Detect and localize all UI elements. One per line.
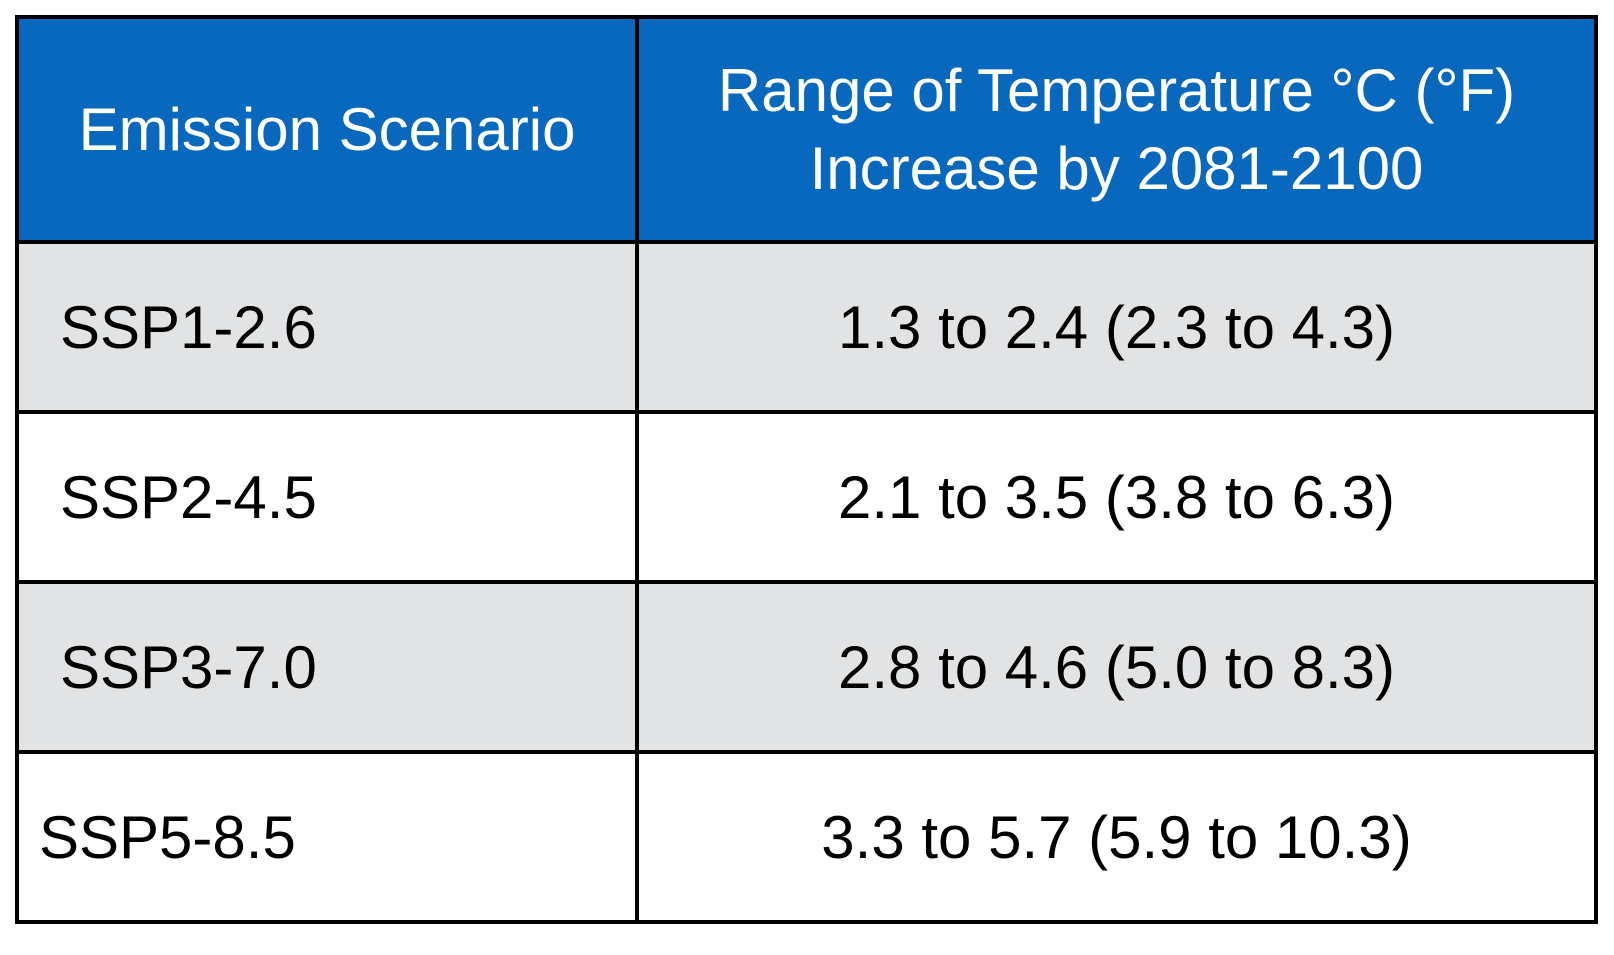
range-cell: 2.1 to 3.5 (3.8 to 6.3)	[635, 410, 1598, 584]
range-cell: 1.3 to 2.4 (2.3 to 4.3)	[635, 240, 1598, 414]
scenario-cell: SSP2-4.5	[15, 410, 639, 584]
scenario-cell: SSP3-7.0	[15, 580, 639, 754]
table-header-row: Emission Scenario Range of Temperature °…	[15, 15, 1598, 244]
table-row-ssp3: SSP3-7.0 2.8 to 4.6 (5.0 to 8.3)	[15, 580, 1598, 754]
emission-scenario-table: Emission Scenario Range of Temperature °…	[15, 15, 1598, 924]
header-label-range-line1: Range of Temperature °C (°F)	[717, 56, 1516, 124]
table-row-ssp1: SSP1-2.6 1.3 to 2.4 (2.3 to 4.3)	[15, 240, 1598, 414]
table-row-ssp2: SSP2-4.5 2.1 to 3.5 (3.8 to 6.3)	[15, 410, 1598, 584]
table-row-ssp5: SSP5-8.5 3.3 to 5.7 (5.9 to 10.3)	[15, 750, 1598, 924]
header-cell-temperature-range: Range of Temperature °C (°F) Increase by…	[635, 15, 1598, 244]
header-label-range-line2: Increase by 2081-2100	[809, 134, 1424, 202]
range-cell: 3.3 to 5.7 (5.9 to 10.3)	[635, 750, 1598, 924]
header-label-emission-scenario: Emission Scenario	[78, 95, 576, 163]
scenario-cell: SSP5-8.5	[15, 750, 639, 924]
scenario-cell: SSP1-2.6	[15, 240, 639, 414]
range-cell: 2.8 to 4.6 (5.0 to 8.3)	[635, 580, 1598, 754]
header-cell-emission-scenario: Emission Scenario	[15, 15, 639, 244]
